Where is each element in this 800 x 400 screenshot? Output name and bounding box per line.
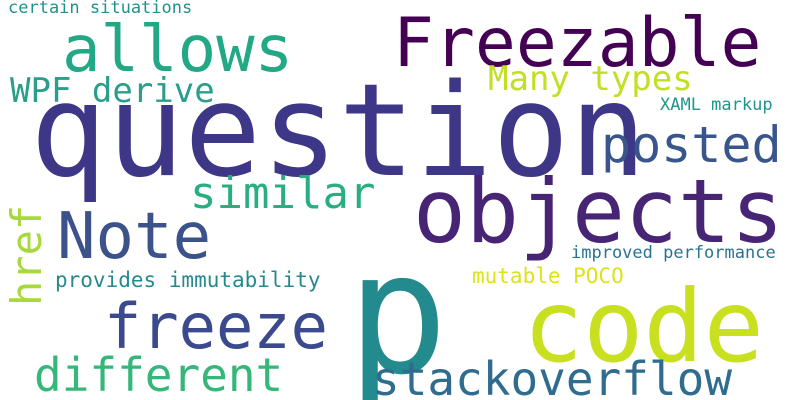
word-improved-performance: improved performance [571, 243, 776, 263]
word-freezable: Freezable [393, 4, 762, 83]
word-wpf-derive: WPF derive [10, 71, 215, 111]
word-many-types: Many types [488, 59, 693, 99]
word-p: p [347, 216, 449, 400]
word-mutable-poco: mutable POCO [472, 264, 624, 288]
word-allows: allows [62, 13, 294, 87]
word-stackoverflow: stackoverflow [372, 352, 733, 400]
word-question: question [30, 57, 647, 206]
word-note: Note [57, 200, 212, 274]
word-provides-immutability: provides immutability [55, 268, 321, 292]
word-objects: objects [413, 160, 784, 263]
word-posted: posted [601, 116, 782, 174]
word-freeze: freeze [104, 290, 328, 363]
word-similar: similar [190, 168, 376, 219]
word-href: href [2, 204, 51, 306]
word-code: code [523, 268, 764, 385]
word-different: different [34, 348, 284, 400]
word-xaml-markup: XAML markup [660, 95, 773, 115]
word-certain-situations: certain situations [8, 0, 193, 18]
